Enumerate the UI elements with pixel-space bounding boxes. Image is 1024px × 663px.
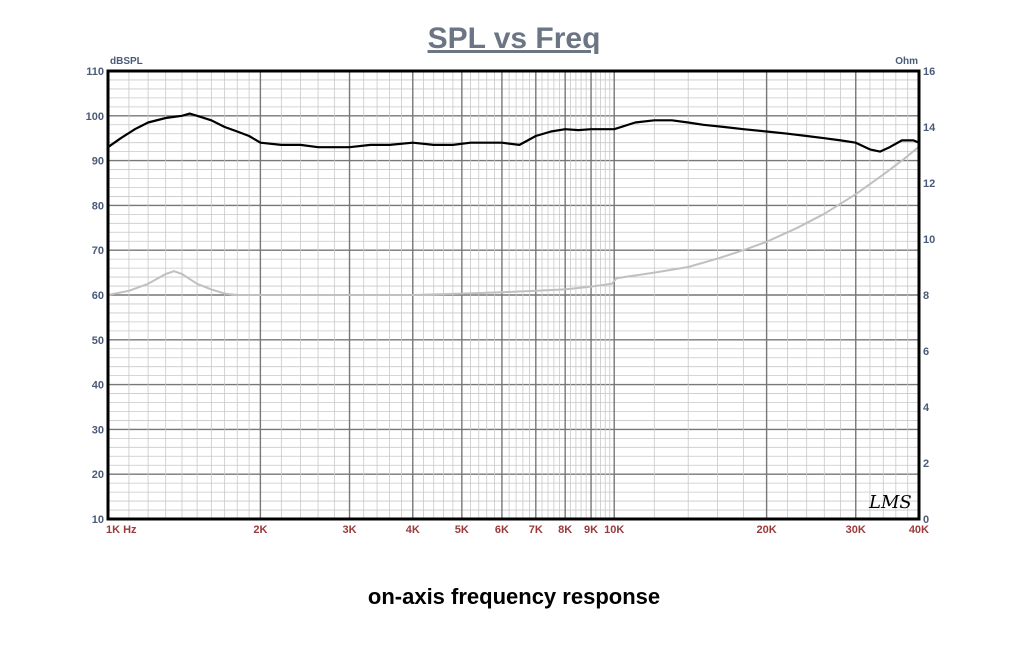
left-tick-label: 90 <box>92 156 104 168</box>
x-tick-label: 8K <box>558 524 572 536</box>
left-tick-label: 70 <box>92 245 104 257</box>
plot-frame <box>106 69 921 521</box>
signature-logo: LMS <box>868 492 912 513</box>
left-tick-label: 50 <box>92 335 104 347</box>
right-tick-label: 2 <box>923 458 929 470</box>
right-tick-label: 4 <box>923 402 930 414</box>
chart-title: SPL vs Freq <box>428 22 601 55</box>
series-lines <box>107 112 920 296</box>
right-axis-unit: Ohm <box>895 56 918 67</box>
x-tick-label: 1K Hz <box>106 524 137 536</box>
x-tick-label: 10K <box>604 524 624 536</box>
x-tick-label: 7K <box>529 524 543 536</box>
right-tick-label: 14 <box>923 122 936 134</box>
grid-lines <box>107 71 920 519</box>
left-axis-unit: dBSPL <box>110 56 143 67</box>
left-tick-label: 40 <box>92 380 104 392</box>
x-tick-label: 40K <box>909 524 929 536</box>
right-tick-label: 10 <box>923 234 935 246</box>
right-tick-label: 16 <box>923 66 935 78</box>
x-tick-label: 6K <box>495 524 509 536</box>
right-tick-label: 6 <box>923 346 929 358</box>
left-tick-label: 20 <box>92 469 104 481</box>
left-tick-label: 80 <box>92 200 104 212</box>
right-tick-label: 8 <box>923 290 929 302</box>
x-tick-label: 20K <box>757 524 777 536</box>
left-tick-label: 100 <box>86 111 104 123</box>
left-axis-ticks: 10 20 30 40 50 60 70 80 90 100 110 <box>86 66 104 526</box>
left-tick-label: 30 <box>92 424 104 436</box>
x-tick-label: 9K <box>584 524 598 536</box>
spl-series-line <box>107 112 920 153</box>
x-tick-label: 3K <box>342 524 356 536</box>
x-tick-label: 2K <box>253 524 267 536</box>
x-axis-ticks: 1K Hz 2K 3K 4K 5K 6K 7K 8K 9K 10K 20K 30K 40K <box>106 524 929 536</box>
left-tick-label: 60 <box>92 290 104 302</box>
left-tick-label: 110 <box>86 66 104 78</box>
x-tick-label: 5K <box>455 524 469 536</box>
chart-caption: on-axis frequency response <box>368 584 660 609</box>
left-tick-label: 10 <box>92 514 104 526</box>
right-tick-label: 12 <box>923 178 935 190</box>
impedance-series-line <box>107 145 920 296</box>
x-tick-label: 30K <box>846 524 866 536</box>
x-tick-label: 4K <box>406 524 420 536</box>
right-axis-ticks: 0 2 4 6 8 10 12 14 16 <box>923 66 936 526</box>
right-tick-label: 0 <box>923 514 929 526</box>
